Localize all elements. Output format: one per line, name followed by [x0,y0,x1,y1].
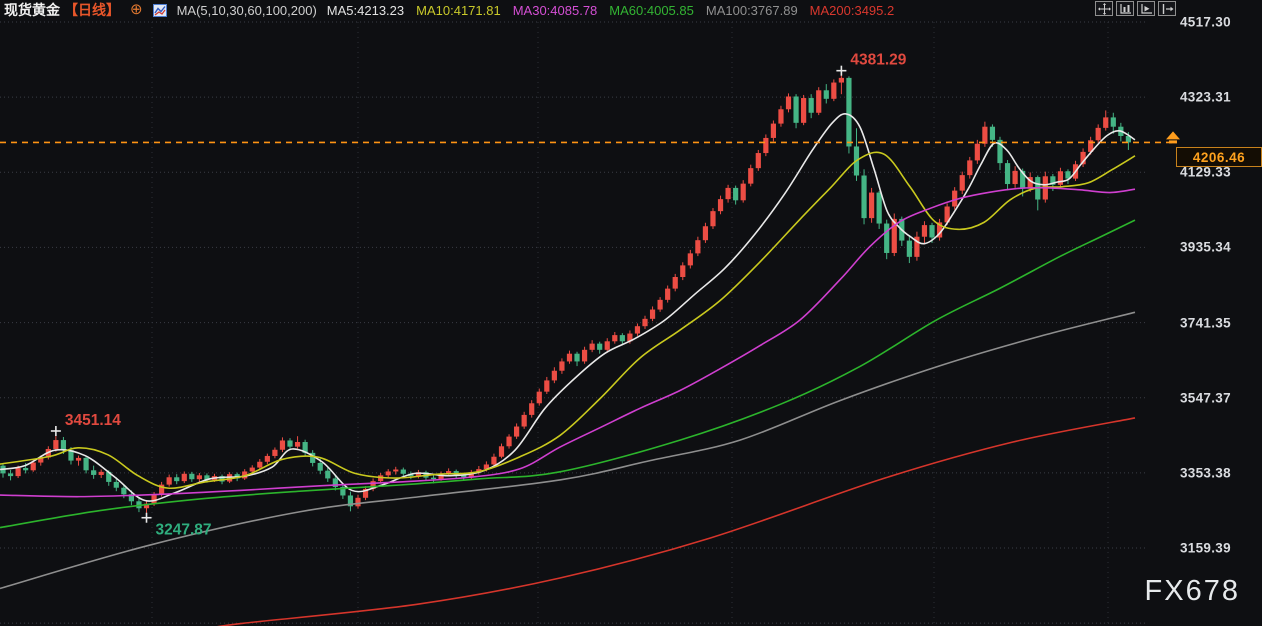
price-annotation: 3451.14 [65,412,121,429]
ma-line-ma200 [216,417,1136,626]
ma-value-label: MA200:3495.2 [809,2,895,18]
ma-value-label: MA5:4213.23 [326,2,405,18]
chart-type-icon [152,3,167,17]
y-axis-label: 4517.30 [1180,14,1231,30]
pan-crosshair-icon[interactable] [1095,1,1113,16]
compare-add-icon[interactable]: ⊕ [130,1,143,18]
y-axis-label: 4129.33 [1180,164,1231,180]
instrument-title: 现货黄金 [4,2,60,18]
ma-value-label: MA10:4171.81 [416,2,501,18]
chart-header: 现货黄金 【日线】 ⊕ MA(5,10,30,60,100,200) MA5:4… [4,0,894,20]
ma-legend: MA5:4213.23 MA10:4171.81 MA30:4085.78 MA60:… [327,3,894,18]
ma-line-ma5 [0,113,1136,502]
y-axis-label: 3935.34 [1180,239,1231,255]
exit-panel-icon[interactable] [1158,1,1176,16]
current-price-value: 4206.46 [1192,149,1246,165]
ma-line-ma30 [0,186,1136,498]
chart-toolbar [1095,1,1176,16]
y-axis-label: 3547.37 [1180,390,1231,406]
price-annotation: 4381.29 [850,52,906,69]
y-axis-label: 3741.35 [1180,315,1231,331]
ma-value-label: MA30:4085.78 [512,2,598,18]
y-axis-label: 3353.38 [1180,465,1231,481]
scale-chart-icon[interactable] [1116,1,1134,16]
y-axis-label: 4323.31 [1180,89,1231,105]
ma-line-ma60 [0,219,1136,529]
watermark: FX678 [1144,575,1240,607]
ma-caption: MA(5,10,30,60,100,200) [176,2,317,18]
ma-line-ma10 [0,151,1136,490]
ma-value-label: MA100:3767.89 [705,2,798,18]
ma-value-label: MA60:4005.85 [609,2,694,18]
current-price-tag: 4206.46 [1176,147,1262,168]
auto-scale-icon[interactable] [1137,1,1155,16]
timeframe-label: 【日线】 [64,2,120,18]
y-axis-label: 3159.39 [1180,540,1231,556]
price-annotation: 3247.87 [156,522,212,539]
ma-line-ma100 [0,311,1136,590]
